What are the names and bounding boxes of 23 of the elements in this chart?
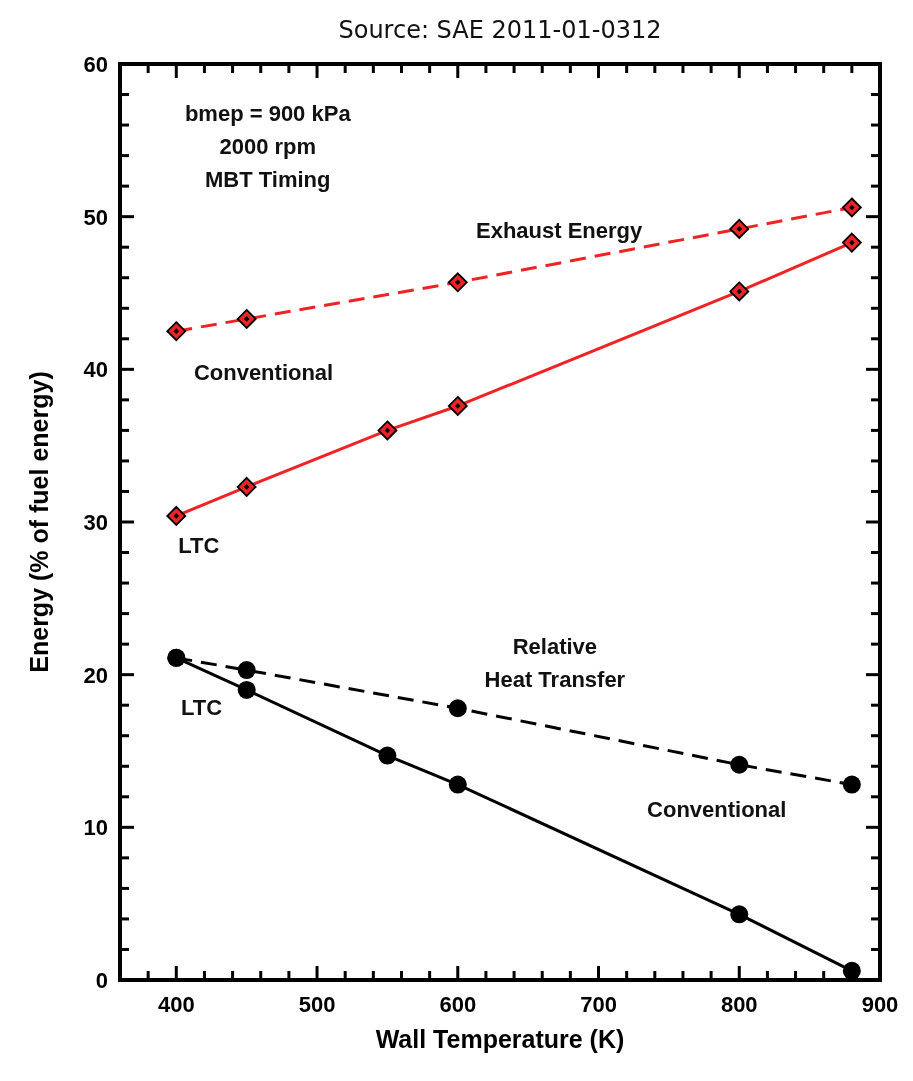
y-tick-label: 10 xyxy=(83,815,108,841)
y-tick-label: 30 xyxy=(83,510,108,535)
x-tick-label: 900 xyxy=(861,992,899,1017)
y-tick-label: 20 xyxy=(83,662,108,688)
x-tick-label: 400 xyxy=(157,992,195,1017)
annotation: Exhaust Energy xyxy=(475,218,644,244)
y-axis-title: Energy (% of fuel energy) xyxy=(25,371,53,673)
y-tick-label: 60 xyxy=(83,52,108,77)
annotation: Relative Heat Transfer xyxy=(484,633,626,692)
y-tick-label: 0 xyxy=(95,968,108,993)
annotation: Conventional xyxy=(647,797,787,823)
annotation: LTC xyxy=(181,694,223,720)
x-tick-label: 800 xyxy=(720,992,758,1017)
y-tick-label: 40 xyxy=(83,357,108,383)
chart-title: Source: SAE 2011-01-0312 xyxy=(338,16,662,44)
x-tick-label: 600 xyxy=(439,992,477,1017)
x-tick-label: 700 xyxy=(580,992,617,1017)
annotation: Conventional xyxy=(193,360,334,386)
x-tick-label: 500 xyxy=(298,992,336,1017)
y-tick-label: 50 xyxy=(83,204,108,230)
annotation: bmep = 900 kPa 2000 rpm MBT Timing xyxy=(184,100,352,192)
annotation: LTC xyxy=(178,532,220,558)
x-axis-title: Wall Temperature (K) xyxy=(375,1025,625,1053)
